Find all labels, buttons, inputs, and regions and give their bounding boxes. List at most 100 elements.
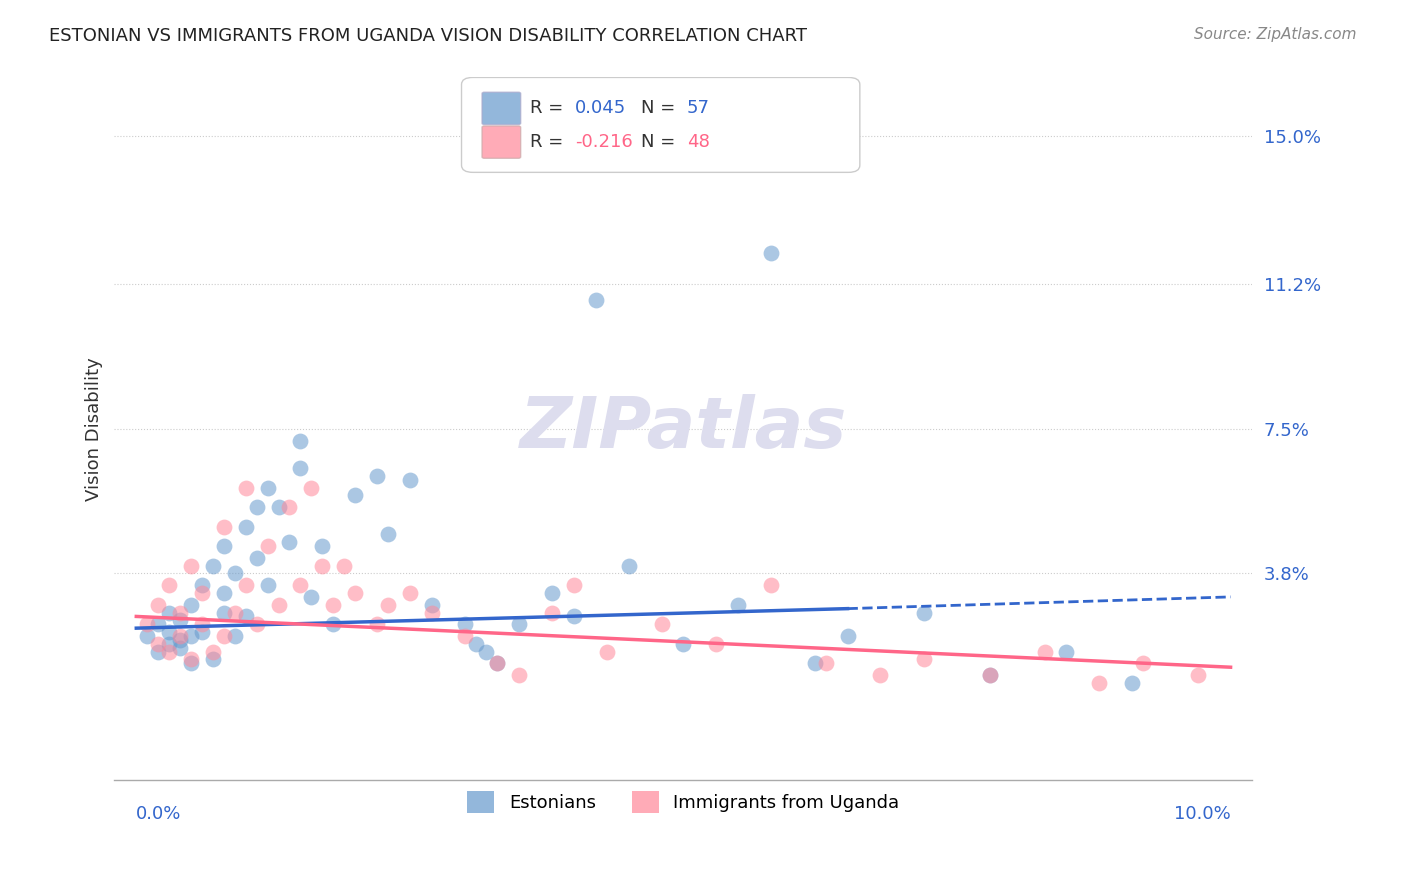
Point [1088,676,1111,690]
Point [180,558,202,573]
Text: 0.0%: 0.0% [136,805,181,823]
Point [803,657,825,671]
Point [366,617,388,632]
Legend: Estonians, Immigrants from Uganda: Estonians, Immigrants from Uganda [460,784,907,821]
Point [212,629,235,643]
Point [278,500,301,514]
Point [246,617,269,632]
Point [399,473,422,487]
Text: ZIPatlas: ZIPatlas [520,394,848,464]
Point [290,578,312,592]
Point [333,558,356,573]
Point [420,598,443,612]
Point [180,652,202,666]
Point [256,539,278,553]
Point [562,578,585,592]
Point [1187,668,1209,682]
Point [191,625,214,640]
Point [246,550,269,565]
Point [201,644,224,658]
Point [290,461,312,475]
Text: N =: N = [641,99,682,118]
Point [180,657,202,671]
Point [814,657,837,671]
Point [267,500,290,514]
Point [224,629,246,643]
Point [212,586,235,600]
Point [366,468,388,483]
Point [508,668,530,682]
Y-axis label: Vision Disability: Vision Disability [86,357,103,500]
Text: ESTONIAN VS IMMIGRANTS FROM UGANDA VISION DISABILITY CORRELATION CHART: ESTONIAN VS IMMIGRANTS FROM UGANDA VISIO… [49,27,807,45]
Point [377,527,399,541]
Point [1033,644,1056,658]
Point [311,558,333,573]
Point [169,629,191,643]
Text: 57: 57 [688,99,710,118]
Point [157,637,180,651]
Text: -0.216: -0.216 [575,133,633,151]
Point [979,668,1001,682]
Point [617,558,640,573]
Point [180,629,202,643]
Point [169,632,191,647]
Point [344,488,367,502]
FancyBboxPatch shape [482,126,520,158]
Point [464,637,486,651]
Point [148,617,170,632]
Point [299,590,322,604]
Point [157,644,180,658]
Point [541,586,564,600]
Point [224,606,246,620]
Point [148,598,170,612]
Point [475,644,498,658]
Point [453,617,475,632]
Point [1054,644,1077,658]
Point [235,609,257,624]
Point [704,637,727,651]
Point [201,652,224,666]
Point [311,539,333,553]
Point [727,598,749,612]
Point [157,606,180,620]
Point [1121,676,1143,690]
Point [290,434,312,448]
Point [596,644,619,658]
Point [169,606,191,620]
Point [399,586,422,600]
Point [759,246,782,260]
Point [235,519,257,533]
Point [299,481,322,495]
Point [486,657,509,671]
Point [235,481,257,495]
Text: R =: R = [530,133,569,151]
Point [420,606,443,620]
Text: Source: ZipAtlas.com: Source: ZipAtlas.com [1194,27,1357,42]
Point [256,481,278,495]
Point [585,293,607,307]
Point [136,617,159,632]
Point [651,617,673,632]
Text: 48: 48 [688,133,710,151]
Point [191,617,214,632]
Point [759,578,782,592]
Point [180,598,202,612]
Point [912,652,935,666]
Point [453,629,475,643]
Point [246,500,269,514]
Point [136,629,159,643]
Point [486,657,509,671]
Point [148,637,170,651]
Point [191,586,214,600]
Point [377,598,399,612]
Point [267,598,290,612]
Point [256,578,278,592]
Point [344,586,367,600]
Point [979,668,1001,682]
Text: N =: N = [641,133,682,151]
FancyBboxPatch shape [461,78,860,172]
Point [562,609,585,624]
Point [837,629,859,643]
Point [157,578,180,592]
Point [169,640,191,655]
